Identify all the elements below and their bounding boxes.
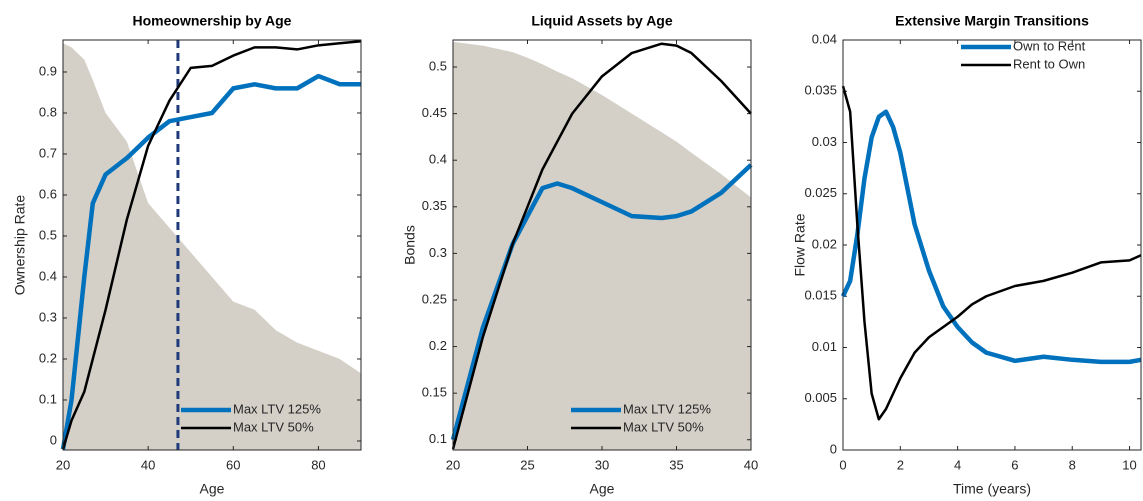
chart-title: Extensive Margin Transitions — [895, 13, 1089, 29]
y-tick-label: 0.45 — [422, 105, 447, 120]
background-area — [453, 41, 751, 450]
y-tick-label: 0.015 — [804, 288, 837, 303]
y-tick-label: 0.3 — [39, 309, 57, 324]
legend-label: Max LTV 125% — [623, 401, 711, 416]
axes-box — [842, 39, 1142, 451]
axes-box — [62, 39, 362, 451]
y-tick-label: 0 — [830, 441, 837, 456]
y-tick-label: 0.9 — [39, 63, 57, 78]
y-tick-label: 0.15 — [422, 385, 447, 400]
y-tick-label: 0.025 — [804, 185, 837, 200]
x-tick-label: 20 — [446, 457, 460, 472]
y-tick-label: 0.5 — [429, 58, 447, 73]
x-tick-label: 10 — [1122, 457, 1136, 472]
x-tick-label: 60 — [226, 457, 240, 472]
y-tick-label: 0.01 — [812, 339, 837, 354]
y-tick-label: 0.2 — [39, 350, 57, 365]
y-tick-label: 0.6 — [39, 186, 57, 201]
y-tick-label: 0.035 — [804, 83, 837, 98]
legend-label: Max LTV 125% — [233, 401, 321, 416]
y-tick-label: 0.8 — [39, 104, 57, 119]
series-line — [61, 39, 362, 450]
x-axis-label: Time (years) — [953, 481, 1031, 497]
y-axis-label: Bonds — [402, 225, 418, 265]
axes-box — [452, 39, 752, 451]
x-tick-label: 8 — [1069, 457, 1076, 472]
series-line — [451, 42, 752, 450]
x-axis-label: Age — [590, 481, 615, 497]
y-tick-label: 0.2 — [429, 338, 447, 353]
legend-label: Max LTV 50% — [623, 419, 704, 434]
plot-area — [843, 40, 1141, 450]
y-tick-label: 0.04 — [812, 31, 837, 46]
x-axis-label: Age — [200, 481, 225, 497]
x-tick-label: 20 — [56, 457, 70, 472]
y-tick-label: 0.03 — [812, 134, 837, 149]
x-tick-label: 6 — [1011, 457, 1018, 472]
y-tick-label: 0.35 — [422, 198, 447, 213]
y-axis-label: Flow Rate — [792, 213, 808, 276]
y-tick-label: 0.02 — [812, 236, 837, 251]
y-axis-label: Ownership Rate — [12, 195, 28, 296]
x-tick-label: 4 — [954, 457, 961, 472]
y-tick-label: 0 — [50, 432, 57, 447]
x-tick-label: 80 — [311, 457, 325, 472]
series-line — [60, 73, 361, 450]
legend-label: Rent to Own — [1013, 56, 1085, 71]
series-line — [840, 109, 1142, 365]
x-tick-label: 25 — [520, 457, 534, 472]
y-tick-label: 0.4 — [39, 268, 57, 283]
y-tick-label: 0.7 — [39, 145, 57, 160]
legend-label: Max LTV 50% — [233, 419, 314, 434]
y-tick-label: 0.1 — [429, 431, 447, 446]
y-tick-label: 0.5 — [39, 227, 57, 242]
x-tick-label: 40 — [141, 457, 155, 472]
y-tick-label: 0.25 — [422, 291, 447, 306]
x-tick-label: 2 — [897, 457, 904, 472]
chart-title: Liquid Assets by Age — [531, 13, 673, 29]
y-tick-label: 0.4 — [429, 152, 447, 167]
background-area — [63, 43, 361, 450]
y-tick-label: 0.3 — [429, 245, 447, 260]
legend-label: Own to Rent — [1013, 38, 1086, 53]
y-tick-label: 0.005 — [804, 390, 837, 405]
x-tick-label: 35 — [669, 457, 683, 472]
x-tick-label: 40 — [744, 457, 758, 472]
x-tick-label: 0 — [839, 457, 846, 472]
chart-title: Homeownership by Age — [133, 13, 292, 29]
x-tick-label: 30 — [595, 457, 609, 472]
y-tick-label: 0.1 — [39, 391, 57, 406]
series-line — [841, 85, 1142, 421]
